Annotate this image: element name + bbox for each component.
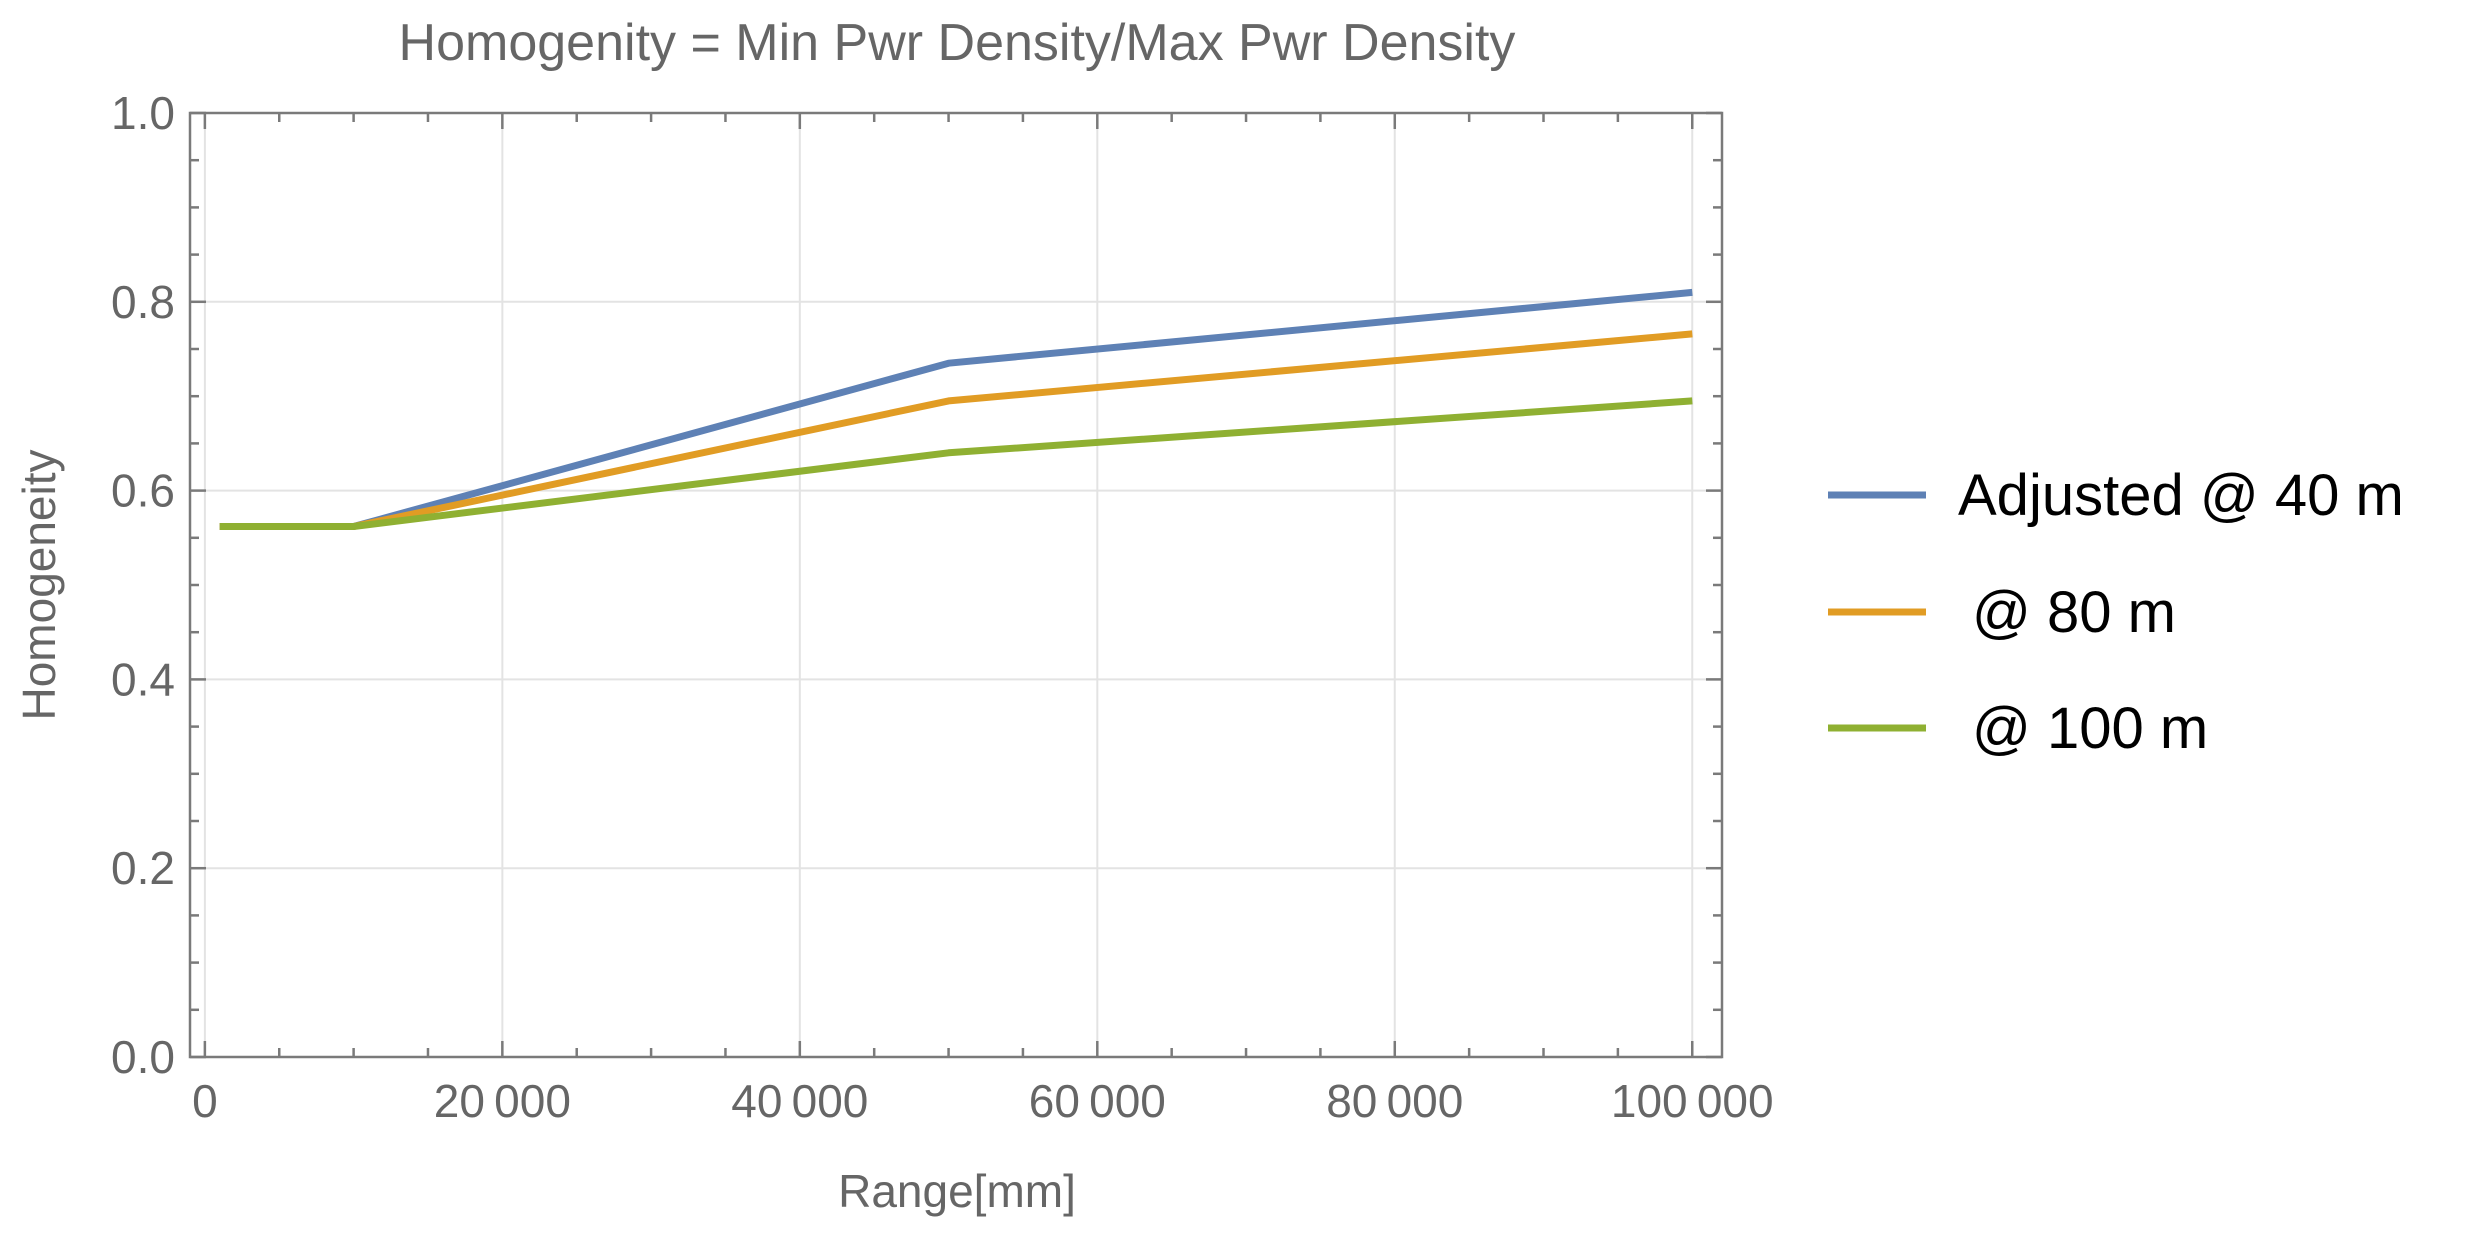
legend-label-3: @ 100 m bbox=[1972, 696, 2208, 761]
series-line-3 bbox=[219, 397, 1693, 530]
x-tick-label: 80 000 bbox=[1326, 1075, 1463, 1127]
x-tick-label: 100 000 bbox=[1611, 1075, 1774, 1127]
series-lines bbox=[219, 288, 1693, 530]
axis-ticks bbox=[190, 111, 1722, 1059]
x-tick-label: 40 000 bbox=[731, 1075, 868, 1127]
legend-label-1: Adjusted @ 40 m bbox=[1958, 463, 2404, 528]
y-tick-label: 0.2 bbox=[111, 842, 175, 894]
legend: Adjusted @ 40 m @ 80 m @ 100 m bbox=[1828, 463, 2404, 761]
plot-frame-rect bbox=[188, 111, 1724, 1059]
y-axis-label: Homogeneity bbox=[13, 449, 65, 720]
x-tick-label: 60 000 bbox=[1029, 1075, 1166, 1127]
chart-title: Homogenity = Min Pwr Density/Max Pwr Den… bbox=[399, 14, 1516, 72]
legend-label-2: @ 80 m bbox=[1972, 580, 2176, 645]
x-tick-label: 0 bbox=[192, 1075, 218, 1127]
y-tick-label: 1.0 bbox=[111, 87, 175, 139]
y-tick-label: 0.0 bbox=[111, 1031, 175, 1083]
y-tick-label: 0.6 bbox=[111, 465, 175, 517]
y-tick-label: 0.4 bbox=[111, 653, 175, 705]
x-tick-label: 20 000 bbox=[434, 1075, 571, 1127]
grid bbox=[190, 112, 1722, 1058]
tick-labels: 0 20 000 40 000 60 000 80 000 100 000 0.0 0.2 0.… bbox=[111, 87, 1774, 1127]
plot-frame bbox=[188, 111, 1724, 1059]
x-axis-label: Range[mm] bbox=[838, 1165, 1076, 1217]
y-tick-label: 0.8 bbox=[111, 276, 175, 328]
